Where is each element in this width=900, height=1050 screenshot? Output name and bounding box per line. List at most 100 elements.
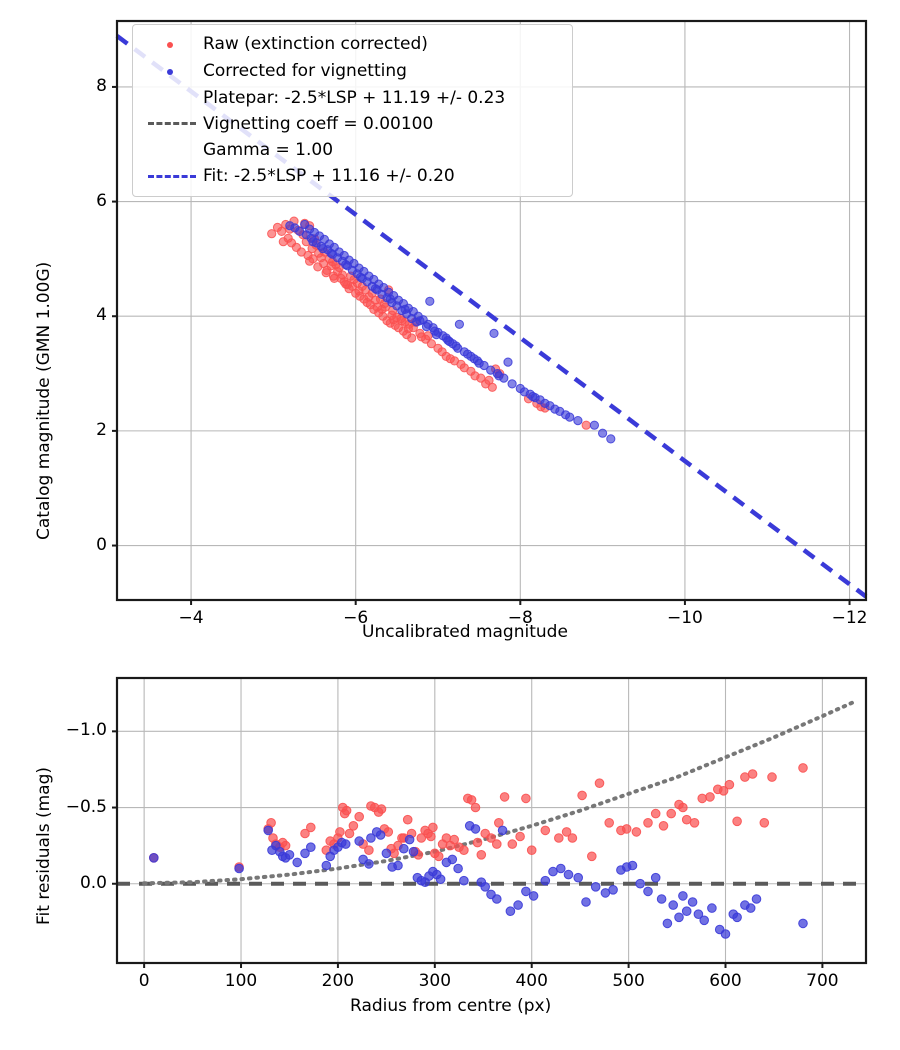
data-point [606, 434, 616, 444]
data-point [497, 825, 508, 836]
data-point [313, 262, 323, 272]
data-point [507, 839, 518, 849]
data-point [354, 811, 365, 822]
data-point [751, 894, 762, 904]
top-panel-x-axis-label: Uncalibrated magnitude [362, 622, 568, 642]
data-point [403, 324, 413, 334]
data-point [573, 416, 583, 426]
data-point [408, 846, 419, 857]
data-point [705, 792, 715, 802]
top-panel-x-tick-label: −4 [178, 608, 204, 628]
data-point [454, 319, 464, 329]
data-point [364, 859, 374, 869]
bottom-panel-x-tick-label: 100 [224, 971, 258, 991]
data-point [463, 349, 473, 359]
data-point [627, 860, 638, 871]
data-point [526, 845, 537, 856]
top-panel-y-tick-label: 0 [96, 534, 107, 555]
data-point [426, 831, 436, 842]
data-point [451, 341, 461, 351]
legend: Raw (extinction corrected) Corrected for… [132, 24, 573, 197]
data-point [650, 872, 661, 883]
data-point [476, 850, 487, 860]
data-point [341, 279, 351, 289]
data-point [284, 850, 295, 860]
top-panel-y-tick-label: 8 [96, 75, 107, 96]
data-point [687, 897, 698, 907]
data-point [400, 304, 410, 314]
bottom-panel-x-tick-label: 0 [138, 971, 150, 991]
data-point [285, 221, 295, 231]
data-point [366, 801, 376, 811]
axes-frame [115, 19, 868, 602]
data-point [300, 828, 310, 839]
data-point [335, 827, 345, 837]
data-point [745, 903, 756, 913]
data-point [631, 827, 642, 837]
data-point [321, 860, 332, 871]
data-point [415, 316, 425, 326]
data-point [326, 248, 336, 258]
data-point [393, 860, 403, 871]
data-point [608, 885, 618, 895]
data-point [399, 843, 409, 854]
data-point [635, 878, 646, 889]
data-point [449, 834, 460, 845]
data-point [337, 270, 348, 280]
data-point [433, 851, 444, 862]
top-panel-x-tick-label: −8 [507, 608, 533, 628]
data-point [402, 814, 413, 825]
data-point [472, 837, 483, 848]
data-point [354, 836, 365, 846]
top-panel-x-tick-label: −12 [831, 608, 868, 628]
bottom-panel-y-tick-label: −0.5 [65, 796, 107, 817]
data-point [697, 793, 708, 804]
data-point [693, 909, 704, 920]
data-point [416, 833, 427, 843]
data-point [492, 839, 502, 849]
data-point [767, 772, 777, 782]
data-point [426, 339, 436, 349]
data-point [421, 322, 432, 332]
data-point [674, 912, 684, 923]
top-panel-frame [112, 19, 868, 605]
data-point [447, 854, 458, 865]
data-point [416, 332, 427, 342]
data-point [305, 256, 315, 266]
legend-label-raw: Raw (extinction corrected) [203, 34, 428, 54]
bottom-panel-x-tick-label: 600 [709, 971, 742, 991]
data-point [445, 354, 455, 364]
data-point [308, 237, 318, 247]
data-point [344, 828, 355, 839]
data-point [404, 834, 415, 845]
data-point [364, 845, 374, 856]
bottom-panel-x-axis-label: Radius from centre (px) [350, 996, 552, 1016]
data-point [444, 336, 455, 347]
data-point [528, 891, 539, 901]
data-point [550, 404, 560, 414]
top-panel-y-axis-label: Catalog magnitude (GMN 1.00G) [34, 261, 54, 540]
data-point [301, 230, 311, 240]
data-point [340, 839, 351, 849]
data-point [718, 786, 729, 796]
data-point [678, 891, 688, 901]
data-point [521, 793, 531, 804]
data-point [499, 792, 510, 802]
data-point [407, 333, 417, 343]
series-corrected [285, 219, 616, 444]
data-point [798, 763, 808, 773]
data-point [519, 387, 530, 397]
data-point [798, 918, 808, 929]
data-point [668, 900, 679, 910]
data-point [234, 863, 244, 874]
bottom-panel-reference-lines [117, 698, 866, 886]
data-point [486, 833, 496, 843]
data-point [321, 268, 331, 278]
bottom-panel-y-axis-label: Fit residuals (mag) [34, 767, 54, 925]
data-point [643, 886, 653, 897]
legend-marker-platepar-dashed-line [141, 111, 203, 138]
data-point [469, 354, 479, 364]
data-point [707, 903, 717, 913]
data-point [505, 906, 516, 917]
